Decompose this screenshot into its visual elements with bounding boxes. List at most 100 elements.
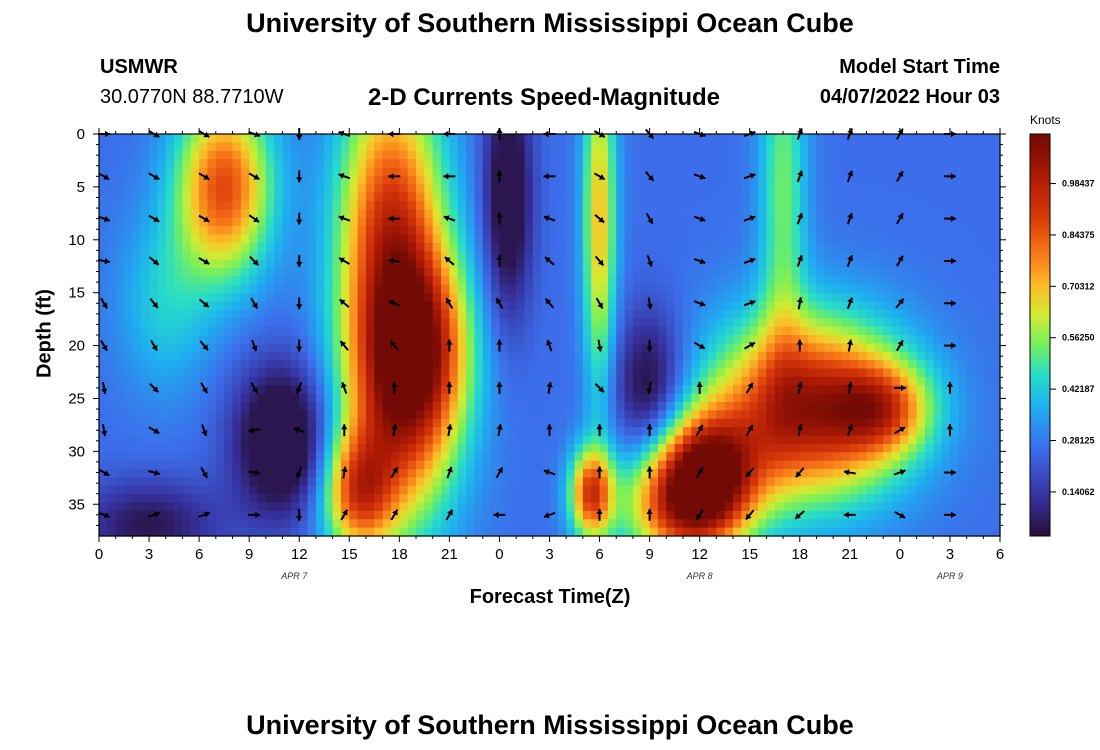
heatmap-cell bbox=[541, 527, 551, 537]
heatmap-cell bbox=[791, 150, 801, 160]
heatmap-cell bbox=[357, 469, 367, 478]
heatmap-cell bbox=[516, 150, 526, 160]
heatmap-cell bbox=[674, 201, 684, 210]
heatmap-cell bbox=[265, 301, 275, 311]
heatmap-cell bbox=[299, 335, 309, 344]
heatmap-cell bbox=[616, 209, 626, 219]
heatmap-cell bbox=[941, 376, 951, 386]
heatmap-cell bbox=[482, 159, 492, 169]
heatmap-cell bbox=[149, 192, 158, 202]
heatmap-cell bbox=[207, 142, 217, 152]
heatmap-cell bbox=[708, 217, 717, 227]
heatmap-cell bbox=[733, 134, 742, 143]
heatmap-cell bbox=[741, 485, 751, 495]
heatmap-cell bbox=[841, 427, 851, 437]
heatmap-cell bbox=[758, 226, 767, 236]
heatmap-cell bbox=[282, 418, 292, 428]
heatmap-cell bbox=[791, 443, 801, 453]
heatmap-cell bbox=[674, 309, 684, 319]
heatmap-cell bbox=[449, 209, 459, 219]
heatmap-cell bbox=[958, 150, 968, 160]
heatmap-cell bbox=[516, 510, 526, 520]
heatmap-cell bbox=[891, 242, 901, 252]
heatmap-cell bbox=[691, 318, 701, 328]
heatmap-cell bbox=[699, 150, 709, 160]
heatmap-cell bbox=[140, 175, 150, 185]
heatmap-cell bbox=[749, 167, 759, 177]
heatmap-cell bbox=[165, 301, 175, 311]
heatmap-cell bbox=[340, 527, 350, 537]
heatmap-cell bbox=[749, 385, 759, 395]
heatmap-cell bbox=[599, 184, 609, 194]
heatmap-cell bbox=[240, 343, 250, 353]
heatmap-cell bbox=[783, 150, 793, 160]
heatmap-cell bbox=[799, 175, 809, 185]
heatmap-cell bbox=[132, 477, 142, 487]
heatmap-cell bbox=[816, 460, 826, 470]
heatmap-cell bbox=[324, 142, 334, 152]
heatmap-cell bbox=[507, 134, 517, 143]
heatmap-cell bbox=[808, 326, 818, 336]
heatmap-cell bbox=[616, 309, 626, 319]
heatmap-cell bbox=[532, 234, 542, 244]
heatmap-cell bbox=[491, 284, 501, 294]
heatmap-cell bbox=[265, 184, 275, 194]
heatmap-cell bbox=[716, 469, 726, 478]
heatmap-cell bbox=[799, 326, 809, 336]
heatmap-cell bbox=[232, 217, 242, 227]
heatmap-cell bbox=[849, 393, 859, 403]
heatmap-cell bbox=[641, 242, 651, 252]
heatmap-cell bbox=[449, 276, 459, 286]
heatmap-cell bbox=[265, 201, 275, 210]
heatmap-cell bbox=[441, 301, 450, 311]
heatmap-cell bbox=[332, 175, 342, 185]
heatmap-cell bbox=[582, 134, 592, 143]
heatmap-cell bbox=[866, 460, 876, 470]
heatmap-cell bbox=[858, 309, 868, 319]
heatmap-cell bbox=[858, 159, 868, 169]
heatmap-cell bbox=[432, 142, 442, 152]
heatmap-cell bbox=[666, 519, 676, 529]
heatmap-cell bbox=[941, 335, 951, 344]
heatmap-cell bbox=[549, 452, 559, 462]
heatmap-cell bbox=[107, 184, 117, 194]
heatmap-cell bbox=[582, 201, 592, 210]
heatmap-cell bbox=[115, 226, 125, 236]
heatmap-cell bbox=[599, 402, 609, 411]
heatmap-cell bbox=[949, 527, 959, 537]
heatmap-cell bbox=[816, 268, 826, 277]
heatmap-cell bbox=[274, 502, 284, 512]
heatmap-cell bbox=[724, 159, 734, 169]
heatmap-cell bbox=[733, 159, 742, 169]
heatmap-cell bbox=[174, 427, 184, 437]
heatmap-cell bbox=[207, 209, 217, 219]
heatmap-cell bbox=[891, 226, 901, 236]
heatmap-cell bbox=[132, 452, 142, 462]
heatmap-cell bbox=[791, 268, 801, 277]
heatmap-cell bbox=[274, 175, 284, 185]
heatmap-cell bbox=[849, 301, 859, 311]
heatmap-cell bbox=[557, 351, 567, 361]
heatmap-cell bbox=[849, 142, 859, 152]
heatmap-cell bbox=[466, 234, 476, 244]
heatmap-cell bbox=[199, 527, 209, 537]
heatmap-cell bbox=[774, 159, 784, 169]
heatmap-cell bbox=[958, 251, 968, 261]
heatmap-cell bbox=[941, 142, 951, 152]
heatmap-cell bbox=[924, 175, 934, 185]
heatmap-cell bbox=[899, 242, 909, 252]
heatmap-cell bbox=[874, 435, 884, 445]
heatmap-cell bbox=[607, 318, 617, 328]
heatmap-cell bbox=[849, 201, 859, 210]
heatmap-cell bbox=[758, 242, 767, 252]
heatmap-cell bbox=[791, 427, 801, 437]
heatmap-cell bbox=[140, 167, 150, 177]
heatmap-cell bbox=[240, 452, 250, 462]
heatmap-cell bbox=[349, 418, 359, 428]
heatmap-cell bbox=[599, 226, 609, 236]
heatmap-cell bbox=[607, 251, 617, 261]
heatmap-cell bbox=[491, 326, 501, 336]
heatmap-cell bbox=[657, 293, 667, 303]
heatmap-cell bbox=[682, 301, 692, 311]
heatmap-cell bbox=[482, 309, 492, 319]
